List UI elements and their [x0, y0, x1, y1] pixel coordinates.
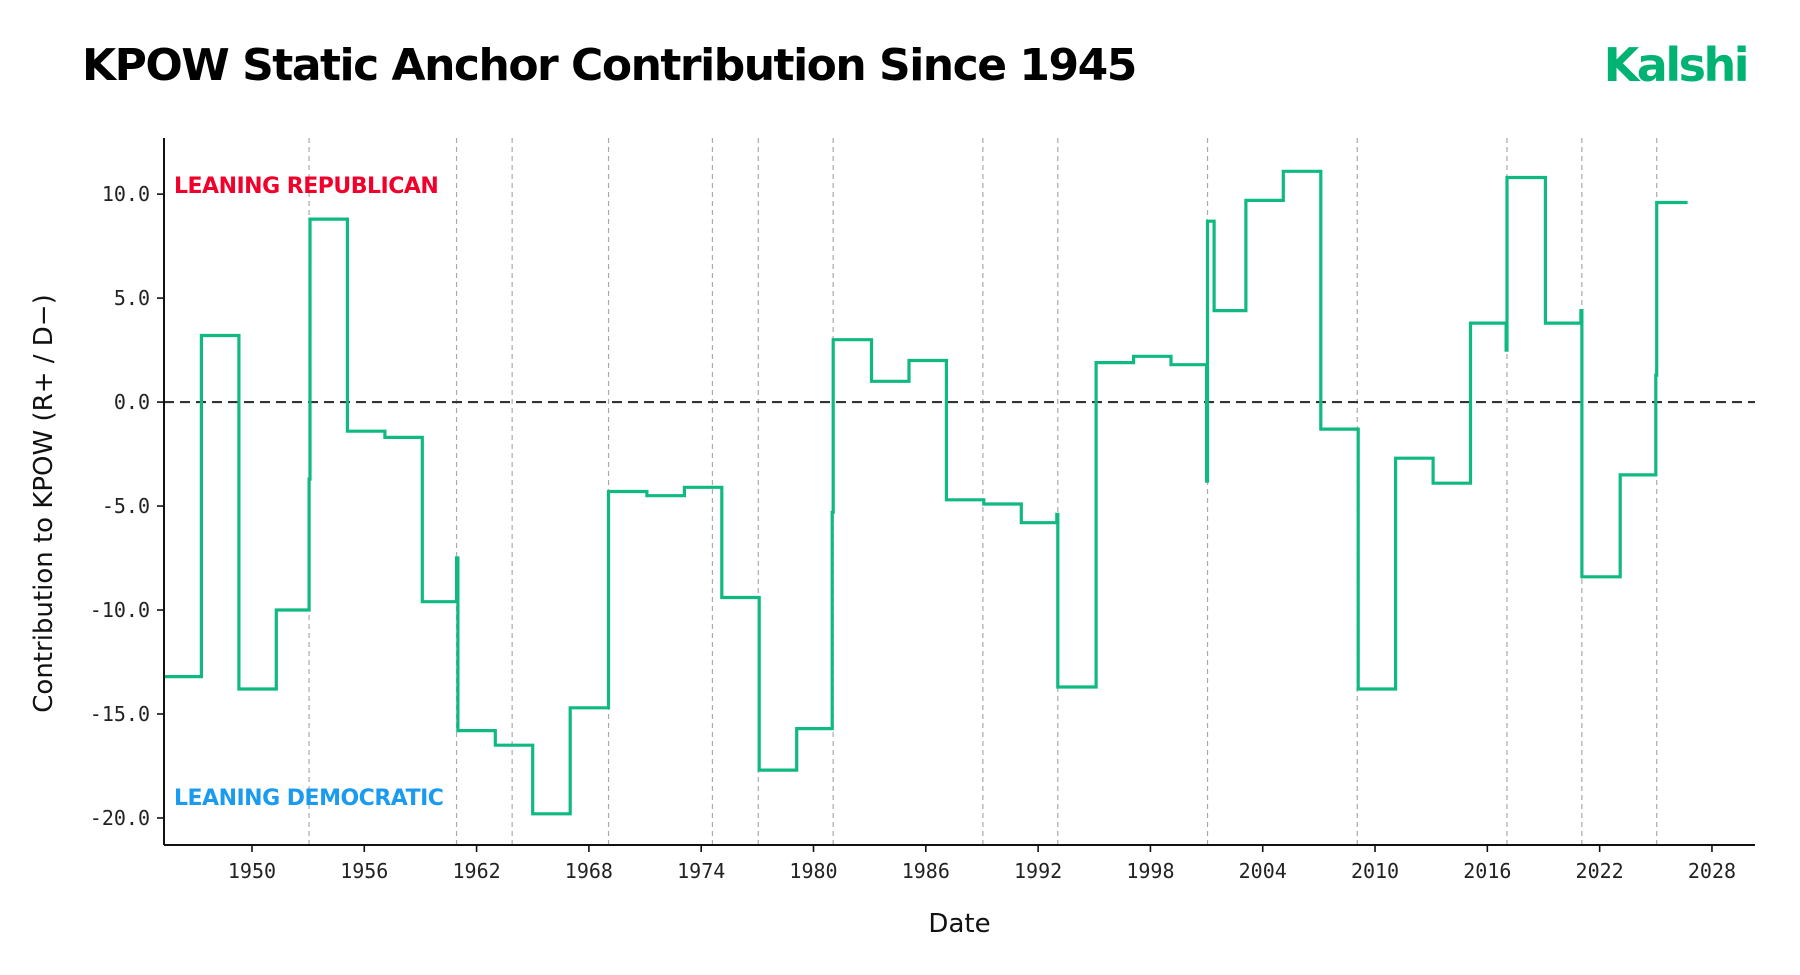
- y-tick-label: 10.0: [102, 182, 150, 206]
- y-axis-label: Contribution to KPOW (R+ / D−): [29, 294, 59, 712]
- x-axis-label: Date: [928, 909, 990, 939]
- x-tick-label: 1956: [340, 859, 388, 883]
- event-lines: [163, 138, 1658, 845]
- x-tick-label: 1986: [902, 859, 950, 883]
- x-tick-label: 2022: [1576, 859, 1624, 883]
- x-ticks: 1950 1956 1962 1968 1974 1980 1986 1992 1998 2004…: [228, 845, 1736, 883]
- y-tick-label: -5.0: [102, 494, 150, 518]
- x-tick-label: 1968: [565, 859, 613, 883]
- y-tick-label: -20.0: [90, 806, 150, 830]
- kalshi-logo: Kalshi: [1603, 38, 1750, 92]
- y-tick-label: 5.0: [114, 286, 150, 310]
- x-tick-label: 2010: [1351, 859, 1399, 883]
- x-tick-label: 2004: [1239, 859, 1287, 883]
- annotation-republican: LEANING REPUBLICAN: [174, 174, 438, 199]
- x-tick-label: 1992: [1014, 859, 1062, 883]
- y-tick-label: 0.0: [114, 390, 150, 414]
- annotation-democratic: LEANING DEMOCRATIC: [174, 786, 443, 811]
- x-tick-label: 2016: [1463, 859, 1511, 883]
- x-tick-label: 1980: [789, 859, 837, 883]
- y-tick-label: -15.0: [90, 702, 150, 726]
- y-ticks: 10.0 5.0 0.0 -5.0 -10.0 -15.0 -20.0: [90, 182, 164, 830]
- x-tick-label: 2028: [1688, 859, 1736, 883]
- y-tick-label: -10.0: [90, 598, 150, 622]
- x-tick-label: 1974: [677, 859, 725, 883]
- series-line: [164, 169, 1688, 816]
- x-tick-label: 1950: [228, 859, 276, 883]
- chart-title: KPOW Static Anchor Contribution Since 19…: [82, 40, 1137, 91]
- x-tick-label: 1998: [1126, 859, 1174, 883]
- x-tick-label: 1962: [452, 859, 500, 883]
